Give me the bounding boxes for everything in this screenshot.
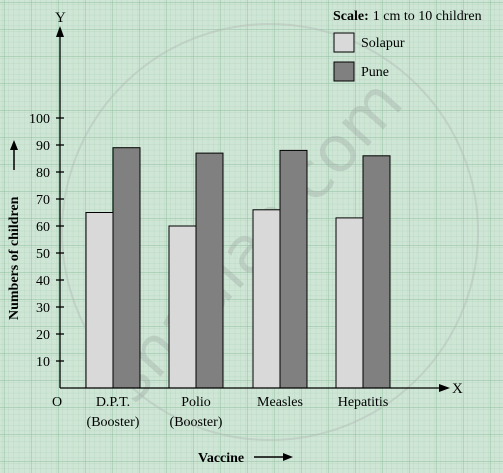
legend-label-pune: Pune	[361, 65, 389, 80]
y-axis-letter: Y	[55, 10, 66, 26]
bar-pune-4	[362, 155, 391, 389]
y-tick-label: 70	[36, 193, 50, 208]
bar-solapur-4	[335, 217, 364, 389]
x-axis-label: Vaccine	[198, 451, 244, 466]
bar-pune-1	[112, 147, 141, 389]
x-category-label: Measles	[257, 395, 303, 410]
bar-solapur-3	[252, 209, 281, 389]
x-axis-letter: X	[452, 381, 463, 397]
y-tick-label: 30	[36, 301, 50, 316]
y-tick-label: 60	[36, 220, 50, 235]
y-tick-label: 20	[36, 328, 50, 343]
legend-label-solapur: Solapur	[361, 36, 405, 51]
y-tick-label: 40	[36, 274, 50, 289]
y-tick-label: 50	[36, 247, 50, 262]
x-category-label: Hepatitis	[338, 395, 389, 410]
scale-label: Scale:	[333, 9, 369, 24]
y-axis-label: Numbers of children	[7, 196, 22, 320]
x-category-label: Polio	[181, 395, 211, 410]
y-label-arrow-head	[10, 140, 18, 150]
y-tick-label: 10	[36, 355, 50, 370]
x-category-label: D.P.T.	[96, 395, 130, 410]
scale-note: Scale: 1 cm to 10 children	[333, 9, 482, 24]
origin-label: O	[52, 395, 62, 410]
x-label-arrow-head	[283, 453, 293, 461]
x-category-label: (Booster)	[87, 415, 140, 430]
x-category-label: (Booster)	[170, 415, 223, 430]
y-tick-label: 80	[36, 166, 50, 181]
watermark-circle	[61, 23, 479, 441]
y-axis-arrow	[56, 26, 64, 37]
y-tick-label: 100	[29, 112, 50, 127]
bar-pune-2	[195, 152, 224, 389]
bar-pune-3	[279, 149, 308, 389]
legend-swatch-pune	[333, 61, 355, 82]
y-tick-label: 90	[36, 139, 50, 154]
bar-solapur-1	[85, 212, 114, 389]
bar-solapur-2	[168, 225, 197, 389]
x-axis-arrow	[439, 384, 450, 392]
legend-swatch-solapur	[333, 32, 355, 53]
scale-text: 1 cm to 10 children	[373, 9, 482, 24]
